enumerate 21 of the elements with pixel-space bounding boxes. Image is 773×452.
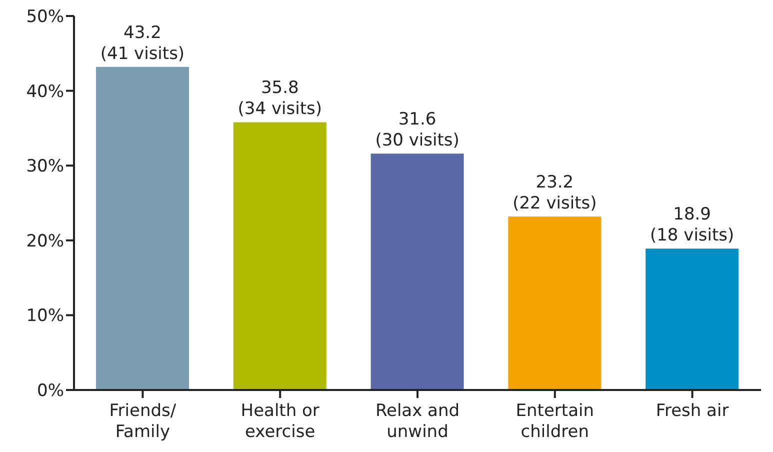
- data-label: 43.2 (41 visits): [100, 22, 185, 64]
- data-label: 31.6 (30 visits): [375, 110, 460, 151]
- data-label: 35.8 (34 visits): [238, 78, 322, 120]
- y-tick-label: 0%: [37, 381, 64, 402]
- bar: [508, 216, 602, 390]
- bar: [96, 66, 189, 390]
- y-tick-label: 40%: [26, 82, 64, 102]
- bar: [646, 248, 739, 390]
- data-label: 23.2 (22 visits): [512, 172, 597, 214]
- y-tick-label: 30%: [26, 156, 64, 177]
- y-tick-label: 20%: [26, 231, 64, 252]
- x-tick-label: Fresh air: [656, 401, 729, 421]
- bar: [233, 122, 326, 390]
- x-tick-label: Health or exercise: [240, 401, 320, 442]
- x-tick-label: Entertain children: [516, 401, 594, 442]
- x-tick-label: Friends/ Family: [109, 401, 176, 442]
- y-tick-label: 50%: [26, 7, 64, 28]
- data-label: 18.9 (18 visits): [650, 204, 734, 246]
- bar: [370, 154, 464, 390]
- x-tick-label: Relax and unwind: [375, 401, 460, 442]
- y-tick-label: 10%: [26, 306, 64, 326]
